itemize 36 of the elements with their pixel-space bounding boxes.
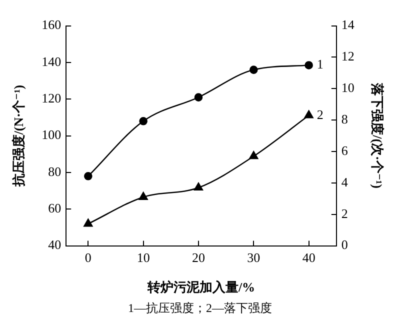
series-label: 1: [316, 56, 324, 72]
text: 1—抗压强度；2—落下强度: [127, 300, 273, 317]
y-tick-label: 60: [48, 200, 62, 216]
point: [138, 192, 148, 200]
series-label: 2: [316, 106, 324, 122]
y2-tick-label: 6: [341, 142, 348, 158]
x-tick-label: 30: [247, 250, 260, 266]
y-tick-label: 100: [42, 127, 62, 142]
y2-tick-label: 2: [341, 206, 348, 221]
y2-tick-label: 8: [341, 112, 348, 127]
y-tick-label: 40: [48, 237, 62, 252]
y-tick-label: 80: [48, 164, 62, 179]
point: [250, 66, 258, 74]
point: [304, 110, 314, 118]
point: [194, 182, 204, 191]
y2-tick-label: 14: [341, 17, 355, 32]
x-tick-label: 20: [192, 250, 205, 266]
y2-tick-label: 10: [341, 80, 354, 96]
y-tick-label: 140: [42, 54, 62, 69]
point: [194, 93, 203, 102]
point: [84, 172, 92, 180]
point: [249, 151, 258, 160]
y2-axis-title: 落下强度/(次·个⁻¹): [370, 82, 385, 188]
point: [139, 116, 148, 126]
y-axis-title: 抗压强度/(N·个⁻¹): [11, 84, 26, 188]
x-axis-title: 转炉污泥加入量/%: [146, 280, 256, 295]
y2-tick-label: 0: [341, 237, 348, 252]
y-tick-label: 120: [42, 90, 62, 106]
y-tick-label: 160: [42, 17, 62, 32]
x-tick-label: 10: [136, 250, 150, 266]
point: [84, 218, 93, 227]
x-tick-label: 0: [84, 250, 92, 266]
y2-tick-label: 12: [341, 48, 354, 64]
point: [304, 61, 313, 70]
y2-tick-label: 4: [341, 174, 348, 190]
x-tick-label: 40: [302, 250, 316, 266]
